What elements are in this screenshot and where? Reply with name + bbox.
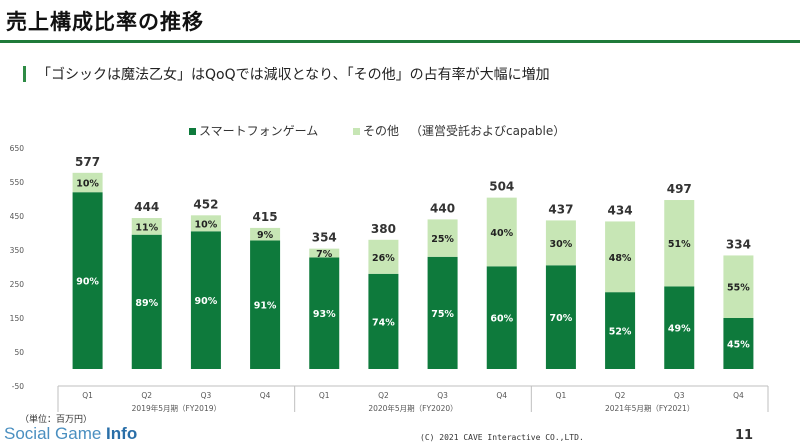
bar-other xyxy=(723,255,754,318)
x-tick-label: Q3 xyxy=(674,391,685,400)
x-tick-label: Q4 xyxy=(496,391,507,400)
y-tick-label: 350 xyxy=(10,246,25,255)
x-tick-label: Q2 xyxy=(141,391,152,400)
data-label-smartphone-pct: 60% xyxy=(490,314,513,325)
data-label-other-pct: 7% xyxy=(316,249,333,260)
bar-smartphone xyxy=(723,318,754,369)
data-label-smartphone-pct: 45% xyxy=(727,340,750,351)
y-tick-label: 150 xyxy=(10,314,25,323)
x-tick-label: Q2 xyxy=(378,391,389,400)
data-label-smartphone-pct: 75% xyxy=(431,309,454,320)
copyright: (C) 2021 CAVE Interactive CO.,LTD. xyxy=(420,433,584,442)
data-label-other-pct: 25% xyxy=(431,234,454,245)
data-label-other-pct: 48% xyxy=(609,253,632,264)
bar-smartphone xyxy=(545,265,576,369)
y-tick-label: -50 xyxy=(12,382,24,391)
data-label-smartphone-pct: 74% xyxy=(372,317,395,328)
bar-other xyxy=(486,197,517,267)
bar-other xyxy=(427,219,458,257)
group-label: 2019年5月期（FY2019） xyxy=(132,403,221,413)
data-label-smartphone-pct: 93% xyxy=(313,309,336,320)
page-title: 売上構成比率の推移 xyxy=(6,10,204,34)
data-label-other-pct: 26% xyxy=(372,253,395,264)
data-label-other-pct: 55% xyxy=(727,283,750,294)
bar-other xyxy=(545,220,576,266)
bar-smartphone xyxy=(605,292,636,369)
subtitle-accent-bar xyxy=(23,66,26,82)
bar-other xyxy=(250,227,281,241)
x-tick-label: Q3 xyxy=(201,391,212,400)
legend-label-other: その他 xyxy=(363,124,399,138)
bar-smartphone xyxy=(664,286,695,369)
group-label: 2020年5月期（FY2020） xyxy=(368,403,457,413)
data-label-total: 577 xyxy=(75,155,100,169)
data-label-total: 354 xyxy=(312,231,337,245)
bar-other xyxy=(131,218,162,235)
page-number: 11 xyxy=(735,428,754,443)
page-subtitle: 「ゴシックは魔法乙女」はQoQでは減収となり、「その他」の占有率が大幅に増加 xyxy=(37,67,550,83)
data-label-smartphone-pct: 52% xyxy=(609,327,632,338)
data-label-total: 380 xyxy=(371,222,396,236)
bar-smartphone xyxy=(131,234,162,369)
bar-other xyxy=(664,200,695,287)
data-label-total: 437 xyxy=(548,202,573,216)
data-label-total: 440 xyxy=(430,201,455,215)
legend-swatch-other xyxy=(353,128,360,135)
y-tick-label: 450 xyxy=(10,212,25,221)
unit-note: （単位：百万円） xyxy=(20,415,93,425)
bar-smartphone xyxy=(486,266,517,369)
bar-smartphone xyxy=(72,192,103,369)
data-label-smartphone-pct: 49% xyxy=(668,324,691,335)
legend-swatch-smartphone xyxy=(189,128,196,135)
bar-other xyxy=(72,172,103,193)
title-underline xyxy=(0,40,800,43)
data-label-smartphone-pct: 90% xyxy=(76,277,99,288)
bar-smartphone xyxy=(190,231,221,369)
y-tick-label: 50 xyxy=(14,348,24,357)
data-label-other-pct: 30% xyxy=(550,239,573,250)
data-label-total: 334 xyxy=(726,237,751,251)
x-tick-label: Q2 xyxy=(615,391,626,400)
data-label-total: 497 xyxy=(667,182,692,196)
y-tick-label: 650 xyxy=(10,144,25,153)
data-label-other-pct: 11% xyxy=(135,222,158,233)
data-label-other-pct: 51% xyxy=(668,239,691,250)
bar-smartphone xyxy=(250,240,281,369)
data-label-other-pct: 9% xyxy=(257,230,274,241)
bar-other xyxy=(605,221,636,293)
data-label-other-pct: 10% xyxy=(76,179,99,190)
data-label-other-pct: 40% xyxy=(490,228,513,239)
bar-other xyxy=(309,248,340,258)
watermark-text-a: Social Game xyxy=(4,424,107,443)
x-tick-label: Q4 xyxy=(733,391,744,400)
x-tick-label: Q4 xyxy=(260,391,271,400)
legend-note: （運営受託およびcapable） xyxy=(410,123,565,138)
group-label: 2021年5月期（FY2021） xyxy=(605,403,694,413)
data-label-smartphone-pct: 70% xyxy=(550,313,573,324)
bar-other xyxy=(368,239,399,274)
data-label-total: 434 xyxy=(608,203,633,217)
legend-label-smartphone: スマートフォンゲーム xyxy=(199,124,318,138)
data-label-other-pct: 10% xyxy=(195,219,218,230)
x-tick-label: Q1 xyxy=(556,391,567,400)
bar-smartphone xyxy=(368,273,399,369)
bar-other xyxy=(190,215,221,232)
x-tick-label: Q1 xyxy=(319,391,330,400)
data-label-smartphone-pct: 91% xyxy=(254,301,277,312)
data-label-total: 444 xyxy=(134,200,159,214)
y-tick-label: 550 xyxy=(10,178,25,187)
bar-smartphone xyxy=(309,257,340,369)
data-label-total: 504 xyxy=(489,180,514,194)
data-label-smartphone-pct: 90% xyxy=(195,296,218,307)
bar-smartphone xyxy=(427,256,458,369)
y-tick-label: 250 xyxy=(10,280,25,289)
data-label-total: 452 xyxy=(193,197,218,211)
watermark-logo: Social Game Info xyxy=(4,424,137,444)
x-tick-label: Q1 xyxy=(82,391,93,400)
watermark-text-b: Info xyxy=(106,424,138,443)
data-label-total: 415 xyxy=(253,210,278,224)
data-label-smartphone-pct: 89% xyxy=(135,298,158,309)
x-tick-label: Q3 xyxy=(437,391,448,400)
